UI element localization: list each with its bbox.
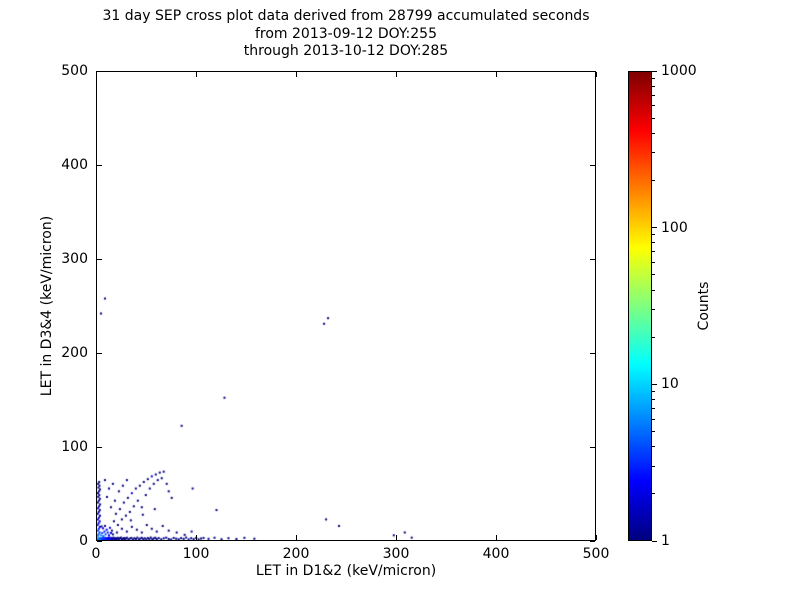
colorbar-minor-tick-mark <box>652 132 655 134</box>
colorbar-tick-mark <box>652 227 657 229</box>
x-axis-label: LET in D1&2 (keV/micron) <box>255 563 437 579</box>
colorbar-minor-tick-mark <box>652 391 655 392</box>
y-tick-mark <box>590 258 595 260</box>
y-tick-mark <box>97 258 102 260</box>
y-tick-mark <box>97 540 102 542</box>
colorbar-tick-mark <box>652 540 657 542</box>
colorbar-minor-tick-mark <box>652 94 655 96</box>
colorbar-minor-tick-mark <box>652 261 655 263</box>
y-tick-mark <box>590 446 595 448</box>
colorbar-minor-tick-mark <box>652 493 655 495</box>
colorbar-minor-tick-mark <box>652 117 655 119</box>
chart-title-line-2: from 2013-09-12 DOY:255 <box>254 26 437 42</box>
x-tick-mark <box>495 72 497 77</box>
scatter-canvas <box>97 72 595 540</box>
colorbar-minor-tick-mark <box>652 242 655 244</box>
colorbar-tick-label: 10 <box>661 376 679 393</box>
colorbar-minor-tick-mark <box>652 85 655 87</box>
y-tick-label: 300 <box>61 251 88 267</box>
colorbar-minor-tick-mark <box>652 465 655 467</box>
colorbar-minor-tick-mark <box>652 336 655 338</box>
colorbar-gradient <box>629 72 651 540</box>
y-tick-label: 0 <box>79 533 88 549</box>
y-tick-mark <box>590 352 595 354</box>
colorbar-minor-tick-mark <box>652 399 655 401</box>
y-axis-label: LET in D3&4 (keV/micron) <box>39 215 55 397</box>
x-tick-label: 500 <box>582 546 610 562</box>
x-tick-mark <box>295 72 297 77</box>
y-tick-mark <box>590 540 595 542</box>
y-tick-mark <box>97 352 102 354</box>
colorbar-minor-tick-mark <box>652 418 655 420</box>
y-tick-mark <box>590 70 595 72</box>
chart-title-line-3: through 2013-10-12 DOY:285 <box>243 43 449 59</box>
colorbar-minor-tick-mark <box>652 274 655 276</box>
colorbar-minor-tick-mark <box>652 152 655 154</box>
colorbar-minor-tick-mark <box>652 430 655 432</box>
y-tick-label: 100 <box>61 439 88 455</box>
x-tick-label: 0 <box>91 546 101 562</box>
y-tick-label: 400 <box>61 157 88 173</box>
colorbar-tick-label: 1000 <box>661 63 697 79</box>
y-tick-mark <box>590 164 595 166</box>
x-tick-mark <box>195 535 197 540</box>
y-tick-label: 200 <box>61 345 88 361</box>
x-tick-mark <box>595 535 597 540</box>
colorbar <box>628 71 652 541</box>
y-tick-mark <box>97 164 102 166</box>
y-tick-label: 500 <box>61 63 88 79</box>
y-tick-mark <box>97 446 102 448</box>
y-tick-mark <box>97 70 102 72</box>
colorbar-minor-tick-mark <box>652 77 655 79</box>
x-tick-label: 200 <box>282 546 310 562</box>
colorbar-minor-tick-mark <box>652 251 655 253</box>
x-tick-mark <box>495 535 497 540</box>
x-tick-mark <box>195 72 197 77</box>
x-tick-label: 400 <box>482 546 510 562</box>
x-tick-label: 300 <box>382 546 410 562</box>
x-tick-mark <box>395 72 397 77</box>
colorbar-minor-tick-mark <box>652 105 655 107</box>
colorbar-minor-tick-mark <box>652 408 655 410</box>
x-tick-mark <box>95 72 97 77</box>
x-tick-mark <box>595 72 597 77</box>
x-tick-mark <box>95 535 97 540</box>
x-tick-mark <box>395 535 397 540</box>
x-tick-label: 100 <box>182 546 210 562</box>
colorbar-label: Counts <box>696 281 712 331</box>
colorbar-minor-tick-mark <box>652 234 655 236</box>
colorbar-minor-tick-mark <box>652 309 655 311</box>
chart-title-line-1: 31 day SEP cross plot data derived from … <box>102 8 590 24</box>
colorbar-minor-tick-mark <box>652 446 655 448</box>
colorbar-minor-tick-mark <box>652 180 655 181</box>
colorbar-tick-mark <box>652 383 657 385</box>
colorbar-tick-label: 100 <box>661 219 688 236</box>
colorbar-tick-label: 1 <box>661 533 670 549</box>
plot-area <box>96 71 596 541</box>
colorbar-minor-tick-mark <box>652 289 655 291</box>
x-tick-mark <box>295 535 297 540</box>
colorbar-tick-mark <box>652 70 657 72</box>
